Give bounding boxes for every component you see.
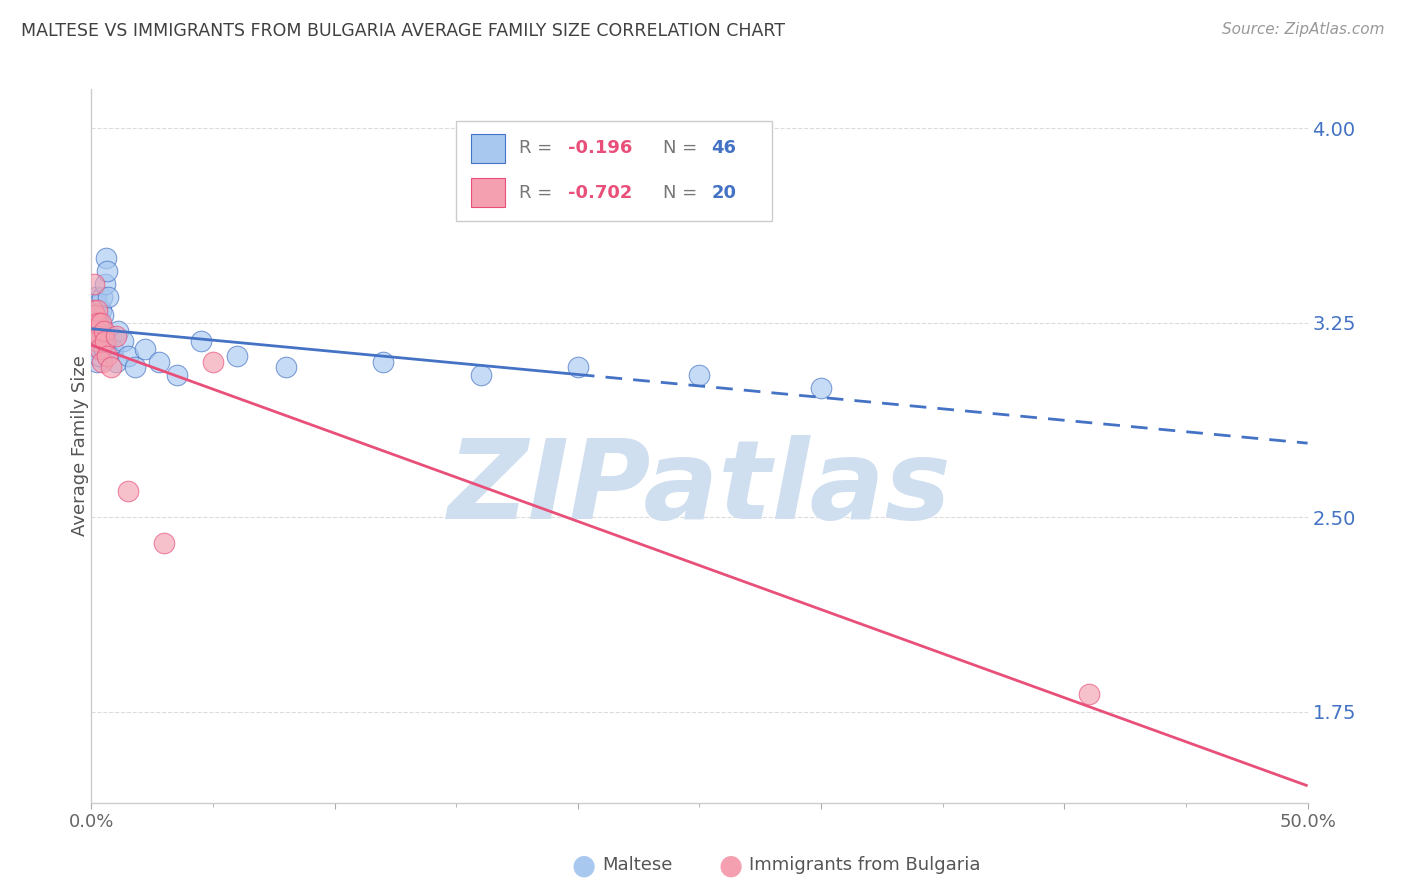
Point: [91, 324, 114, 338]
Point: [104, 354, 127, 368]
Point: [90, 302, 112, 317]
Point: [567, 359, 589, 374]
Point: [91, 308, 114, 322]
Text: MALTESE VS IMMIGRANTS FROM BULGARIA AVERAGE FAMILY SIZE CORRELATION CHART: MALTESE VS IMMIGRANTS FROM BULGARIA AVER…: [21, 22, 785, 40]
Point: [82, 328, 104, 343]
Text: 46: 46: [711, 139, 737, 157]
Point: [93, 342, 115, 356]
Point: [83, 334, 105, 348]
Point: [117, 484, 139, 499]
Point: [87, 316, 110, 330]
Point: [1077, 687, 1099, 701]
Point: [688, 368, 710, 382]
Text: N =: N =: [664, 139, 703, 157]
Point: [124, 359, 146, 374]
Point: [84, 290, 107, 304]
Point: [89, 342, 111, 356]
Point: [96, 264, 118, 278]
Point: [134, 342, 156, 356]
Point: [104, 328, 127, 343]
Y-axis label: Average Family Size: Average Family Size: [72, 356, 89, 536]
Point: [166, 368, 188, 382]
Point: [111, 334, 134, 348]
Text: ●: ●: [571, 851, 596, 880]
Bar: [471, 134, 505, 162]
Text: N =: N =: [664, 184, 703, 202]
Text: R =: R =: [519, 184, 558, 202]
Point: [470, 368, 492, 382]
Point: [93, 324, 115, 338]
Point: [89, 316, 111, 330]
Point: [83, 277, 105, 291]
Point: [90, 290, 112, 304]
Point: [84, 328, 107, 343]
Point: [89, 328, 111, 343]
Point: [97, 290, 120, 304]
Point: [94, 251, 117, 265]
Text: Maltese: Maltese: [602, 856, 672, 874]
Point: [148, 354, 170, 368]
Point: [86, 302, 108, 317]
Text: Immigrants from Bulgaria: Immigrants from Bulgaria: [749, 856, 981, 874]
Text: 20: 20: [711, 184, 737, 202]
Text: -0.196: -0.196: [568, 139, 633, 157]
Point: [86, 354, 108, 368]
Point: [91, 354, 114, 368]
Point: [190, 334, 212, 348]
Point: [373, 354, 395, 368]
Point: [89, 328, 111, 343]
Point: [96, 350, 118, 364]
Point: [84, 308, 107, 322]
Point: [100, 328, 122, 343]
Point: [84, 324, 107, 338]
Point: [107, 324, 129, 338]
Point: [87, 324, 110, 338]
Point: [84, 308, 107, 322]
Point: [86, 297, 108, 311]
Point: [810, 381, 832, 395]
Point: [82, 342, 104, 356]
Point: [94, 334, 117, 348]
Point: [84, 316, 107, 330]
Bar: [456, 121, 772, 221]
Point: [82, 302, 104, 317]
Text: Source: ZipAtlas.com: Source: ZipAtlas.com: [1222, 22, 1385, 37]
Point: [87, 308, 110, 322]
Point: [90, 316, 112, 330]
Point: [100, 359, 122, 374]
Point: [89, 350, 111, 364]
Point: [153, 536, 176, 550]
Text: R =: R =: [519, 139, 558, 157]
Point: [202, 354, 225, 368]
Point: [94, 277, 117, 291]
Text: ●: ●: [718, 851, 744, 880]
Point: [83, 324, 105, 338]
Bar: [471, 178, 505, 207]
Point: [226, 350, 249, 364]
Point: [87, 342, 110, 356]
Text: -0.702: -0.702: [568, 184, 633, 202]
Text: ZIPatlas: ZIPatlas: [447, 435, 952, 542]
Point: [86, 334, 108, 348]
Point: [83, 302, 105, 317]
Point: [103, 342, 125, 356]
Point: [90, 334, 112, 348]
Point: [117, 350, 139, 364]
Point: [86, 334, 108, 348]
Point: [274, 359, 297, 374]
